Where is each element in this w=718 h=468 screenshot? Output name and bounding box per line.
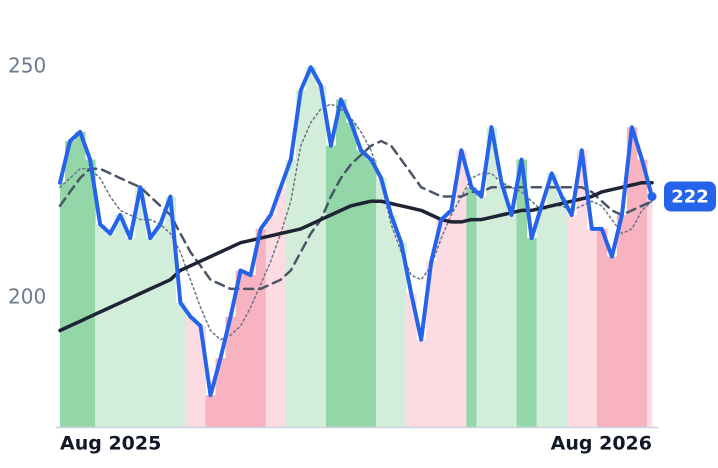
band <box>205 395 217 428</box>
band <box>275 187 287 428</box>
band <box>606 256 618 428</box>
band <box>85 159 96 428</box>
price-line <box>58 65 654 398</box>
band <box>305 67 317 428</box>
band <box>386 215 397 428</box>
band <box>396 242 407 428</box>
band <box>366 159 377 428</box>
lines <box>58 65 654 398</box>
band <box>65 141 76 428</box>
band <box>195 325 206 428</box>
band <box>75 131 86 428</box>
band <box>586 228 598 428</box>
average-line <box>58 139 654 291</box>
band <box>466 187 477 428</box>
band <box>476 196 487 428</box>
band <box>125 238 136 428</box>
band <box>285 159 297 428</box>
average-line <box>58 180 654 333</box>
band <box>265 215 277 428</box>
band <box>175 302 186 428</box>
band <box>556 196 568 428</box>
y-tick-label: 200 <box>8 285 46 309</box>
band <box>376 178 387 428</box>
band <box>105 233 116 428</box>
band <box>235 270 247 428</box>
band <box>526 238 538 428</box>
band <box>155 224 166 428</box>
band <box>345 122 357 428</box>
band <box>576 150 588 428</box>
band <box>95 224 106 428</box>
band <box>60 182 66 428</box>
band <box>325 145 337 428</box>
band <box>436 219 447 428</box>
band <box>135 187 146 428</box>
band <box>335 99 347 428</box>
band <box>456 150 467 428</box>
band <box>315 85 327 428</box>
bands <box>60 67 653 428</box>
band <box>356 150 367 428</box>
band <box>255 228 267 428</box>
band <box>245 275 257 428</box>
band <box>616 215 628 428</box>
band <box>165 196 176 428</box>
band <box>506 215 518 428</box>
band <box>536 205 548 428</box>
band <box>516 159 528 428</box>
band <box>636 159 648 428</box>
band <box>446 210 457 428</box>
band <box>295 90 307 428</box>
x-tick-label: Aug 2026 <box>551 433 652 455</box>
band <box>416 339 427 428</box>
band <box>596 228 608 428</box>
band <box>185 316 196 428</box>
band <box>145 238 156 428</box>
band <box>406 293 417 428</box>
band <box>496 182 508 428</box>
band <box>115 215 126 428</box>
last-value-label: 222 <box>671 187 709 208</box>
band <box>646 196 653 428</box>
last-point <box>647 192 657 202</box>
band <box>546 173 558 428</box>
band <box>486 127 497 428</box>
band <box>626 127 638 428</box>
x-tick-label: Aug 2025 <box>60 433 161 455</box>
band <box>215 358 227 428</box>
band <box>566 215 578 428</box>
band <box>225 316 237 428</box>
y-tick-label: 250 <box>8 54 46 78</box>
band <box>426 261 437 428</box>
last-value-badge <box>664 181 716 212</box>
